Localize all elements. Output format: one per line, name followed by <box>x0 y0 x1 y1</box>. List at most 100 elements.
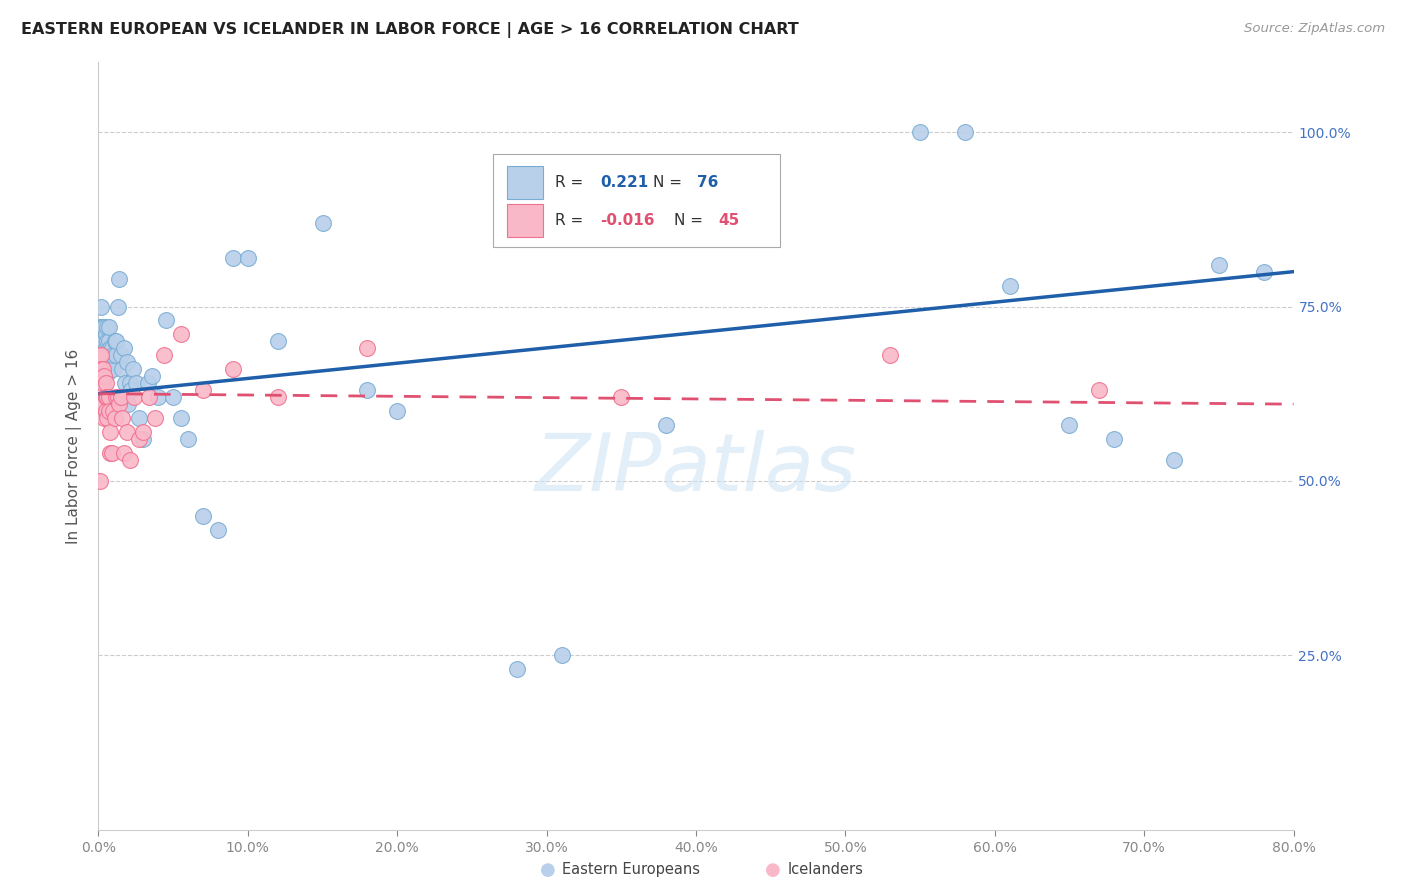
Point <box>94 369 117 384</box>
Point <box>93 348 115 362</box>
Point <box>191 383 214 397</box>
Point <box>125 376 148 391</box>
Point <box>118 453 141 467</box>
Text: ●: ● <box>540 861 555 879</box>
Point <box>101 446 124 460</box>
Point <box>104 334 127 349</box>
Point <box>97 334 120 349</box>
Point <box>91 362 114 376</box>
Point <box>89 348 111 362</box>
Point <box>94 376 117 391</box>
Point <box>1104 432 1126 446</box>
Point <box>90 300 112 314</box>
Point <box>94 404 117 418</box>
Bar <box>508 204 543 237</box>
Point <box>94 390 117 404</box>
Point <box>94 355 117 369</box>
Point <box>90 320 112 334</box>
Point <box>97 320 120 334</box>
Point <box>655 418 678 433</box>
Point <box>89 474 111 488</box>
Point <box>998 278 1021 293</box>
Point <box>103 348 125 362</box>
Point <box>112 446 135 460</box>
Point <box>97 404 120 418</box>
Point <box>107 300 129 314</box>
Point <box>101 355 124 369</box>
Point <box>96 390 118 404</box>
Point <box>98 446 122 460</box>
Point <box>98 425 122 439</box>
Point <box>97 390 120 404</box>
Point <box>1088 383 1111 397</box>
Point <box>115 425 138 439</box>
Point <box>104 411 127 425</box>
Point <box>96 320 118 334</box>
Text: R =: R = <box>555 175 588 190</box>
Point <box>91 334 114 349</box>
Point <box>93 334 115 349</box>
Text: 0.221: 0.221 <box>600 175 648 190</box>
Point <box>136 376 159 391</box>
Point <box>222 362 245 376</box>
Text: Icelanders: Icelanders <box>787 863 863 877</box>
Point <box>110 390 132 404</box>
Point <box>89 334 111 349</box>
Point <box>148 390 170 404</box>
Bar <box>508 166 543 199</box>
Point <box>93 369 115 384</box>
Text: -0.016: -0.016 <box>600 213 655 228</box>
Point <box>162 390 184 404</box>
Point <box>105 390 128 404</box>
Point <box>267 334 290 349</box>
Point <box>117 397 139 411</box>
Point <box>91 348 114 362</box>
Point <box>879 348 901 362</box>
Point <box>108 397 131 411</box>
Point <box>90 369 112 384</box>
Text: 76: 76 <box>697 175 718 190</box>
Point <box>94 342 117 356</box>
Point <box>110 348 132 362</box>
Point <box>93 362 115 376</box>
Point <box>111 411 134 425</box>
Point <box>93 397 115 411</box>
Point <box>105 348 128 362</box>
Point <box>908 125 931 139</box>
Point <box>222 251 245 265</box>
Text: R =: R = <box>555 213 588 228</box>
Point <box>610 390 633 404</box>
Point <box>506 662 529 676</box>
Point <box>89 320 111 334</box>
Point <box>953 125 976 139</box>
Point <box>90 348 112 362</box>
Point <box>1163 453 1185 467</box>
Point <box>191 508 214 523</box>
Point <box>177 432 200 446</box>
Point <box>103 362 125 376</box>
Point <box>90 362 112 376</box>
Point <box>107 390 129 404</box>
Point <box>153 348 176 362</box>
Point <box>155 313 177 327</box>
Point <box>103 404 125 418</box>
Point <box>98 342 122 356</box>
Text: ZIPatlas: ZIPatlas <box>534 430 858 508</box>
Point <box>118 376 141 391</box>
Point <box>115 355 138 369</box>
Point <box>108 271 131 285</box>
Point <box>356 383 378 397</box>
Point <box>1253 265 1275 279</box>
Point <box>138 390 160 404</box>
Point <box>121 362 143 376</box>
Point <box>132 425 155 439</box>
Point <box>97 348 120 362</box>
FancyBboxPatch shape <box>494 154 780 246</box>
Point <box>89 348 111 362</box>
Point <box>98 362 122 376</box>
Point <box>207 523 229 537</box>
Text: ●: ● <box>765 861 780 879</box>
Point <box>91 376 114 391</box>
Point <box>91 383 114 397</box>
Point <box>90 362 112 376</box>
